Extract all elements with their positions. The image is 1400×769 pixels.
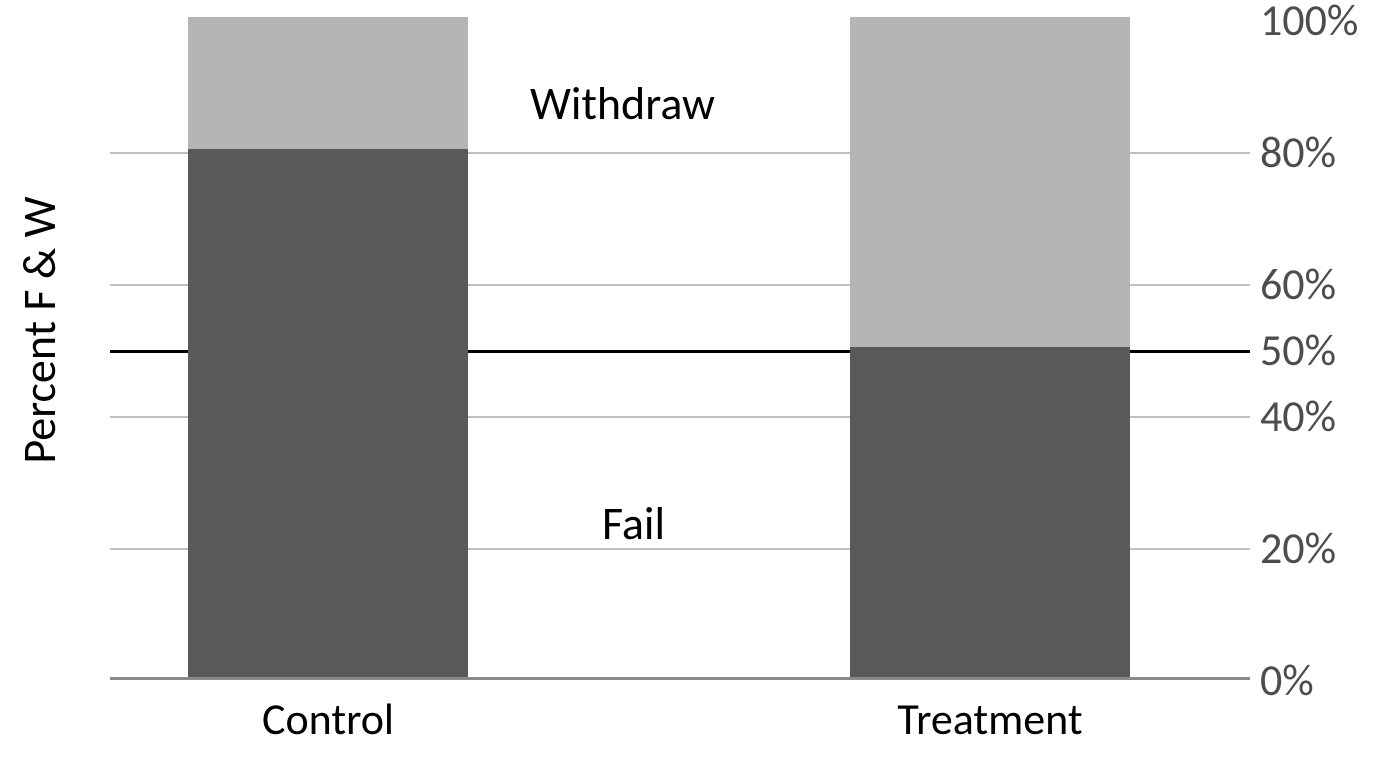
bar-treatment	[850, 17, 1130, 677]
y-tick-label: 60%	[1260, 257, 1400, 311]
stacked-bar-chart: Percent F & W 0% 20% 40% 50% 60% 80% 100% Withd…	[0, 0, 1400, 769]
y-tick-label: 80%	[1260, 125, 1400, 179]
series-label-withdraw: Withdraw	[530, 76, 715, 132]
series-label-fail: Fail	[602, 496, 665, 552]
y-tick-label: 0%	[1260, 653, 1400, 707]
y-tick-label: 40%	[1260, 389, 1400, 443]
bar-segment-fail	[850, 347, 1130, 677]
plot-area: 0%20%40%50%60%80%100%WithdrawFail	[110, 20, 1250, 680]
bar-segment-withdraw	[850, 17, 1130, 347]
bar-segment-fail	[188, 149, 468, 677]
category-label: Treatment	[897, 692, 1082, 746]
bar-control	[188, 17, 468, 677]
y-tick-label: 20%	[1260, 521, 1400, 575]
y-axis-title-text: Percent F & W	[12, 196, 68, 463]
y-tick-label: 100%	[1260, 0, 1400, 47]
category-label: Control	[262, 692, 394, 746]
y-tick-label: 50%	[1260, 323, 1400, 377]
bar-segment-withdraw	[188, 17, 468, 149]
